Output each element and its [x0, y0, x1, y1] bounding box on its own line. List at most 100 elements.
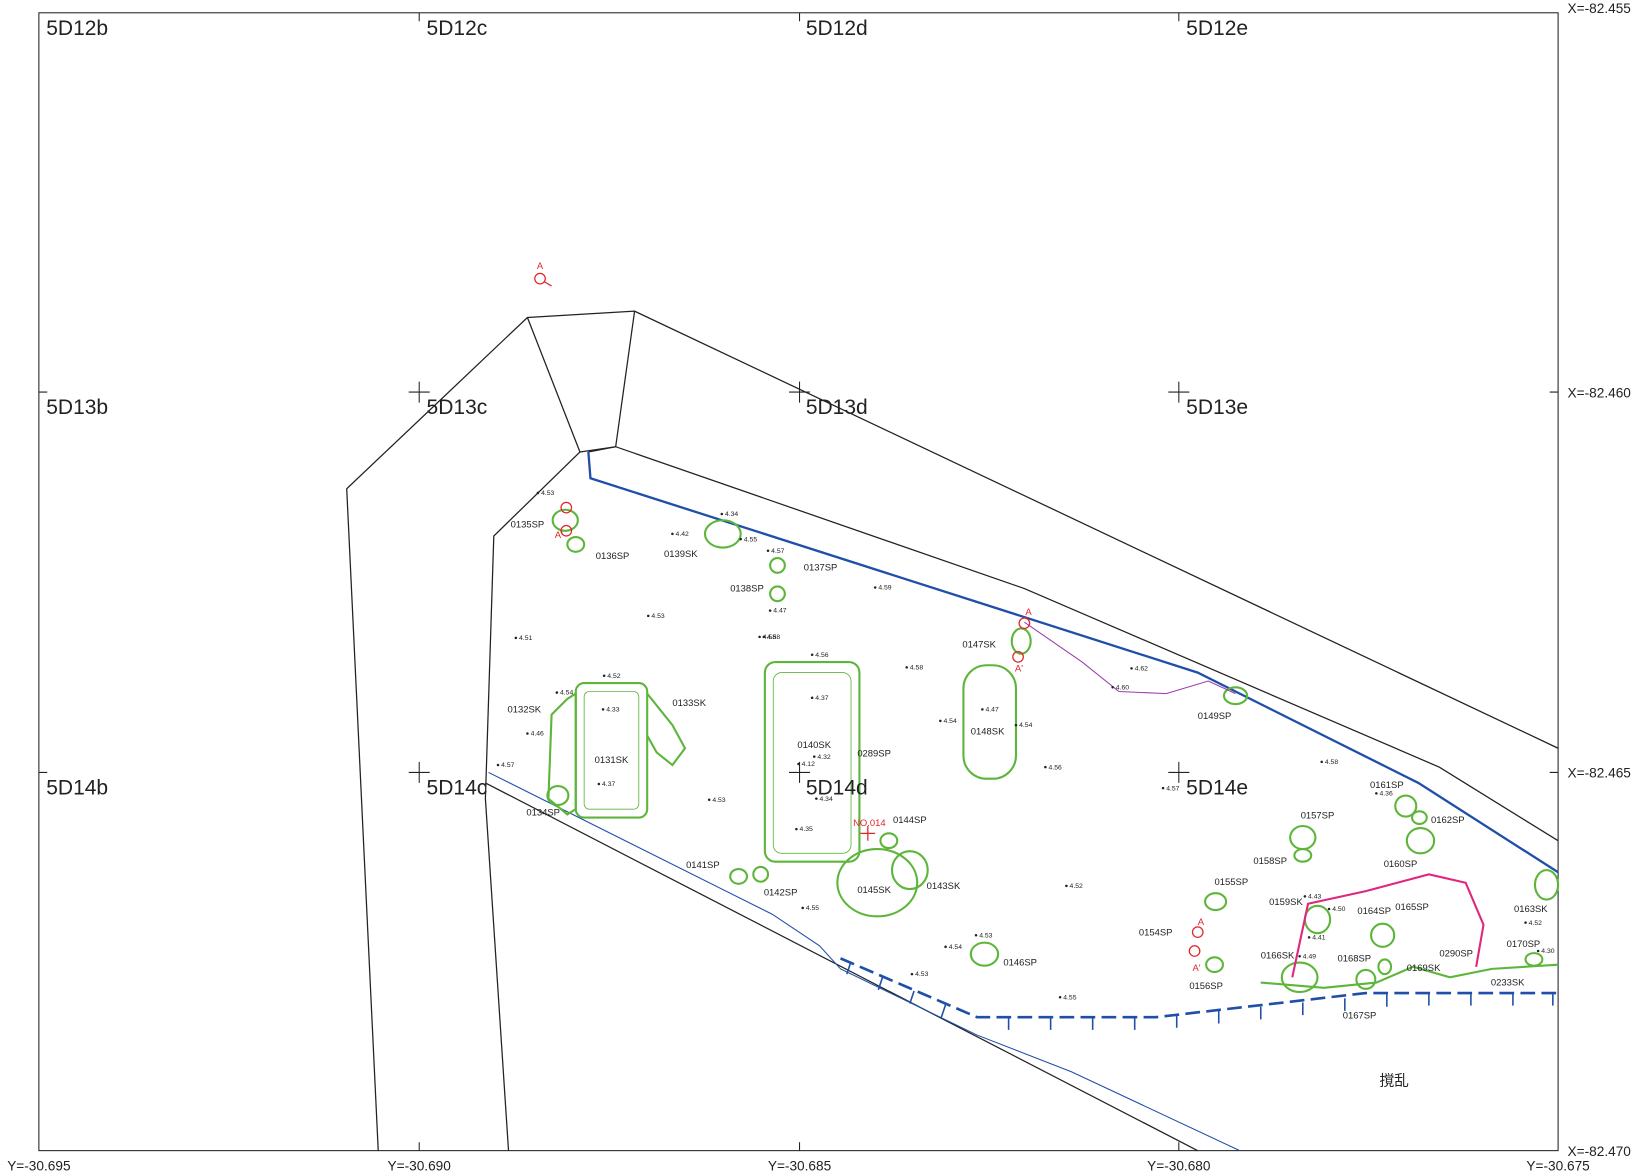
feature-label: 0134SP	[526, 807, 560, 818]
elevation-point	[758, 635, 761, 639]
elevation-label: 4.51	[519, 635, 532, 642]
feature-label: 0136SP	[596, 551, 630, 562]
grid-label: 5D13e	[1186, 396, 1248, 419]
elevation-point	[762, 635, 766, 639]
elevation-point	[801, 906, 804, 910]
feature-label: 0141SP	[686, 860, 720, 871]
grid-label: 5D14d	[806, 776, 868, 799]
elevation-point	[602, 674, 606, 678]
elevation-label: 4.34	[725, 511, 738, 518]
feature-label: 0162SP	[1431, 815, 1465, 826]
feature-label: 0142SP	[764, 887, 798, 898]
elevation-label: 4.50	[1332, 906, 1345, 913]
elevation-point	[1524, 921, 1527, 924]
feature-label: 0140SK	[797, 740, 831, 751]
annotation: A'	[555, 530, 563, 541]
feature-label: 0170SP	[1507, 939, 1541, 950]
feature-label: 0148SK	[971, 727, 1005, 738]
features	[546, 508, 1560, 994]
elevation-point	[1536, 949, 1540, 953]
feature-label: 0146SP	[1003, 958, 1037, 969]
elevation-point	[720, 512, 724, 516]
annotation: A	[1025, 607, 1032, 618]
y-coordinate: Y=-30.675	[1526, 1159, 1590, 1174]
grid-label: 5D12b	[46, 17, 108, 40]
elevation-label: 4.46	[531, 731, 544, 738]
elevation-point	[1327, 907, 1331, 911]
elevation-point	[1307, 936, 1311, 939]
elevation-label: 4.53	[979, 932, 992, 939]
elevation-point	[707, 798, 711, 801]
elevation-label: 4.55	[1063, 994, 1076, 1001]
elevation-label: 4.56	[1049, 764, 1062, 771]
elevation-point	[873, 586, 877, 589]
elevation-point	[536, 491, 540, 495]
annotation: 撹乱	[1379, 1073, 1409, 1090]
elevation-label: 4.53	[651, 613, 664, 620]
elevation-point	[1065, 884, 1068, 888]
elevation-label: 4.41	[1312, 934, 1325, 941]
elevation-label: 4.47	[773, 608, 786, 615]
annotation: A	[1198, 917, 1205, 928]
elevation-label: 4.57	[1166, 785, 1179, 792]
elevation-label: 4.52	[607, 673, 620, 680]
elevation-point	[1058, 995, 1062, 999]
elevation-label: 4.34	[820, 796, 833, 803]
elevation-label: 4.52	[1529, 920, 1542, 927]
feature-label: 0167SP	[1343, 1010, 1377, 1021]
elevation-label: 4.36	[1379, 791, 1392, 798]
grid-label: 5D14b	[46, 776, 108, 799]
feature-label: 0168SP	[1337, 954, 1371, 965]
feature-label: 0160SP	[1384, 859, 1418, 870]
elevation-point	[944, 945, 947, 949]
feature-label: 0138SP	[730, 584, 764, 595]
elevation-point	[526, 732, 529, 735]
x-coordinate: X=-82.455	[1568, 1, 1632, 16]
feature-label: 0166SK	[1261, 950, 1295, 961]
annotation: NO.014	[853, 818, 886, 829]
elevation-point	[797, 762, 800, 766]
elevation-label: 4.56	[815, 652, 828, 659]
elevation-label: 4.57	[771, 548, 784, 555]
feature-label: 0169SK	[1407, 963, 1441, 974]
elevation-point	[1130, 667, 1133, 670]
annotation: A'	[1015, 664, 1023, 675]
feature-label: 0131SK	[595, 755, 629, 766]
feature-label: 0163SK	[1514, 904, 1548, 915]
elevation-point	[601, 708, 605, 711]
feature-label: 0159SK	[1269, 897, 1303, 908]
feature-label: 0164SP	[1357, 906, 1391, 917]
elevation-label: 4.60	[1116, 684, 1129, 691]
elevation-point	[795, 827, 798, 831]
elevation-label: 4.57	[501, 762, 514, 769]
feature-label: 0147SK	[962, 639, 996, 650]
feature-label: 0132SK	[507, 705, 541, 716]
feature-label: 0149SP	[1198, 711, 1232, 722]
grid-label: 5D12d	[806, 17, 868, 40]
y-coordinate: Y=-30.680	[1147, 1159, 1211, 1174]
grid-label: 5D13d	[806, 396, 868, 419]
feature-label: 0156SP	[1189, 981, 1223, 992]
grid-label: 5D14c	[427, 776, 488, 799]
feature-label: 0155SP	[1215, 877, 1249, 888]
section-markers	[534, 272, 1204, 957]
elevation-label: 4.54	[1019, 722, 1032, 729]
elevation-label: 4.54	[560, 690, 573, 697]
elevation-label: 4.58	[763, 634, 776, 641]
elevation-label: 4.58	[910, 664, 923, 671]
elevation-label: 4.53	[541, 490, 554, 497]
elevation-point	[766, 549, 770, 552]
elevation-label: 4.47	[986, 706, 999, 713]
elevation-label: 4.30	[1541, 948, 1554, 955]
elevation-label: 4.35	[800, 826, 813, 833]
elevation-point	[496, 763, 500, 767]
elevation-point	[555, 691, 559, 694]
elevation-point	[514, 636, 518, 640]
elevation-point	[646, 614, 650, 618]
feature-label: 0290SP	[1439, 948, 1473, 959]
feature-label: 0137SP	[804, 563, 838, 574]
y-coordinate: Y=-30.690	[388, 1159, 452, 1174]
elevation-point	[905, 666, 908, 669]
grid-label: 5D13b	[46, 396, 108, 419]
